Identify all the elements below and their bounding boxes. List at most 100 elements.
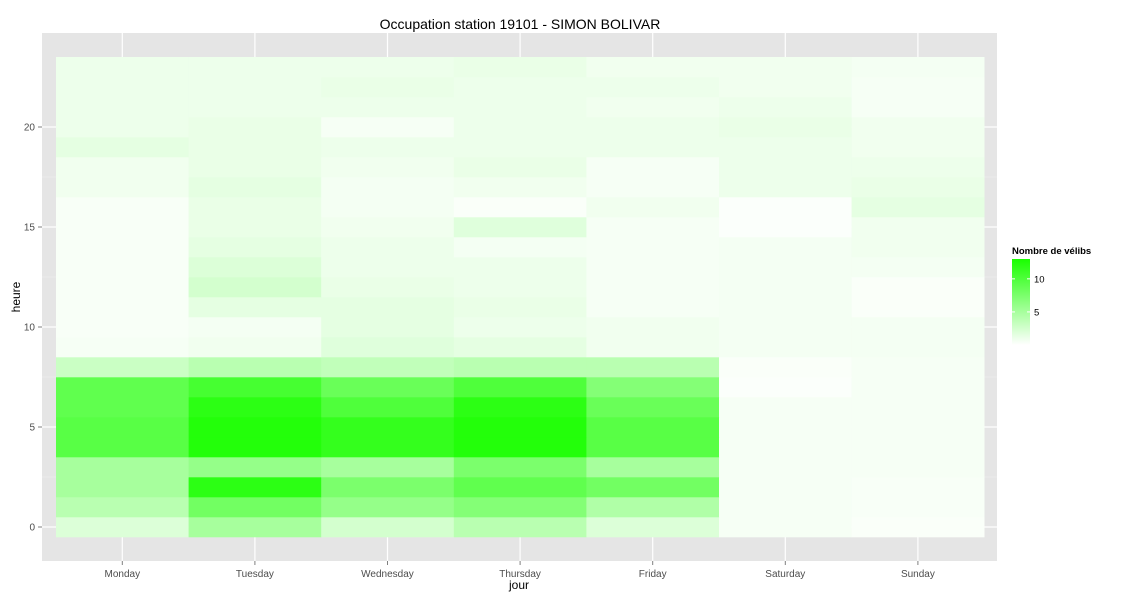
- heatmap-tile: [188, 397, 322, 418]
- heatmap-tile: [719, 497, 852, 518]
- heatmap-tile: [321, 337, 455, 358]
- heatmap-tile: [56, 97, 189, 118]
- heatmap-tile: [321, 457, 455, 478]
- heatmap-tile: [188, 137, 322, 158]
- heatmap-tile: [586, 297, 720, 318]
- legend-label: 10: [1034, 274, 1045, 285]
- heatmap-tile: [851, 197, 985, 218]
- heatmap-tile: [188, 277, 322, 298]
- heatmap-tile: [719, 317, 852, 338]
- heatmap-tile: [719, 277, 852, 298]
- heatmap-tile: [453, 217, 587, 238]
- x-tick-label: Friday: [639, 569, 667, 580]
- heatmap-tile: [453, 197, 587, 218]
- heatmap-tile: [586, 497, 720, 518]
- heatmap-tile: [453, 497, 587, 518]
- heatmap-tile: [851, 357, 985, 378]
- heatmap-tile: [453, 417, 587, 438]
- heatmap-tile: [586, 517, 720, 538]
- heatmap-tile: [188, 97, 322, 118]
- heatmap-tile: [56, 457, 189, 478]
- heatmap-tile: [453, 377, 587, 398]
- heatmap-tile: [851, 437, 985, 458]
- heatmap-tile: [56, 497, 189, 518]
- heatmap-tile: [56, 317, 189, 338]
- heatmap-tile: [719, 237, 852, 258]
- heatmap-tile: [188, 477, 322, 498]
- heatmap-tile: [586, 177, 720, 198]
- heatmap-tile: [586, 57, 720, 78]
- heatmap-tile: [56, 337, 189, 358]
- heatmap-tile: [586, 157, 720, 178]
- heatmap-tile: [719, 397, 852, 418]
- legend: Nombre de vélibs 5 10: [1012, 246, 1091, 345]
- heatmap-tile: [586, 417, 720, 438]
- heatmap-tile: [56, 217, 189, 238]
- heatmap-tile: [56, 77, 189, 98]
- heatmap-tile: [719, 57, 852, 78]
- heatmap-tile: [188, 237, 322, 258]
- heatmap-tile: [188, 77, 322, 98]
- x-tick-label: Monday: [105, 569, 141, 580]
- heatmap-tile: [851, 257, 985, 278]
- heatmap-tile: [851, 417, 985, 438]
- heatmap-tile: [188, 437, 322, 458]
- heatmap-tile: [56, 257, 189, 278]
- heatmap-tile: [188, 197, 322, 218]
- y-tick-label: 10: [24, 323, 36, 334]
- heatmap-tile: [719, 97, 852, 118]
- heatmap-tile: [56, 357, 189, 378]
- heatmap-tile: [586, 237, 720, 258]
- heatmap-tile: [719, 457, 852, 478]
- heatmap-tile: [188, 377, 322, 398]
- heatmap-tile: [719, 157, 852, 178]
- heatmap-tile: [586, 97, 720, 118]
- heatmap-tile: [321, 237, 455, 258]
- heatmap-tile: [719, 217, 852, 238]
- heatmap-tile: [851, 377, 985, 398]
- heatmap-tile: [586, 77, 720, 98]
- heatmap-tile: [453, 357, 587, 378]
- heatmap-tile: [586, 217, 720, 238]
- heatmap-tile: [188, 177, 322, 198]
- heatmap-tile: [56, 417, 189, 438]
- heatmap-tile: [586, 357, 720, 378]
- heatmap-tile: [851, 277, 985, 298]
- heatmap-tile: [321, 317, 455, 338]
- heatmap-tile: [56, 177, 189, 198]
- heatmap-tile: [321, 397, 455, 418]
- heatmap-tile: [321, 277, 455, 298]
- heatmap-tile: [453, 237, 587, 258]
- heatmap-tile: [56, 517, 189, 538]
- heatmap-tile: [851, 237, 985, 258]
- heatmap-tile: [321, 117, 455, 138]
- heatmap-tile: [188, 217, 322, 238]
- heatmap-tile: [453, 137, 587, 158]
- heatmap-tile: [453, 277, 587, 298]
- heatmap-tile: [56, 437, 189, 458]
- heatmap-tile: [453, 397, 587, 418]
- heatmap-tile: [719, 257, 852, 278]
- heatmap-tile: [188, 337, 322, 358]
- x-tick-label: Tuesday: [236, 569, 274, 580]
- y-tick-label: 15: [24, 223, 36, 234]
- heatmap-tile: [56, 57, 189, 78]
- heatmap-tile: [851, 457, 985, 478]
- chart-title: Occupation station 19101 - SIMON BOLIVAR: [380, 16, 661, 32]
- heatmap-tile: [321, 257, 455, 278]
- heatmap-tile: [321, 377, 455, 398]
- heatmap-tile: [188, 317, 322, 338]
- y-tick-label: 20: [24, 123, 36, 134]
- heatmap-tile: [851, 477, 985, 498]
- heatmap-tile: [188, 457, 322, 478]
- heatmap-tile: [851, 57, 985, 78]
- x-tick-label: Thursday: [499, 569, 541, 580]
- heatmap-tile: [719, 117, 852, 138]
- heatmap-tile: [851, 397, 985, 418]
- heatmap-tile: [453, 257, 587, 278]
- heatmap-tile: [453, 477, 587, 498]
- heatmap-tile: [719, 77, 852, 98]
- x-axis: Monday Tuesday Wednesday Thursday Friday Satu…: [105, 561, 935, 580]
- heatmap-tile: [321, 97, 455, 118]
